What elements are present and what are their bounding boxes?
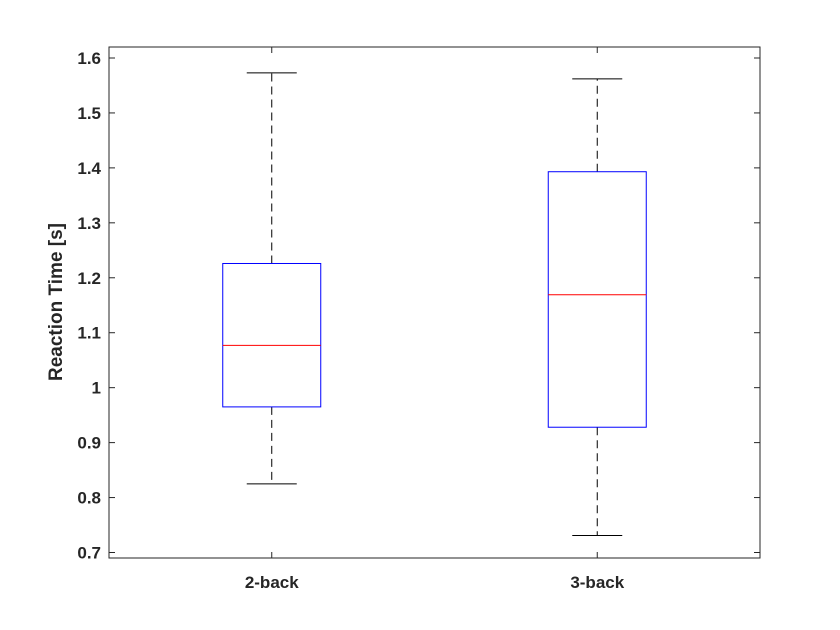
y-tick-label: 1.6 [77, 49, 101, 68]
y-tick-label: 1 [92, 379, 101, 398]
iqr-box [547, 171, 647, 428]
y-tick-label: 0.8 [77, 489, 101, 508]
plot-area [108, 46, 761, 559]
y-tick-label: 0.9 [77, 434, 101, 453]
box-3-back [547, 78, 647, 536]
y-axis-ticks: 0.7 0.8 0.9 1 1.1 1.2 1.3 1.4 1.5 1.6 [77, 49, 760, 563]
y-tick-label: 1.5 [77, 104, 101, 123]
iqr-box [222, 262, 322, 408]
y-tick-label: 1.4 [77, 159, 101, 178]
y-tick-label: 1.1 [77, 324, 101, 343]
y-tick-label: 1.2 [77, 269, 101, 288]
y-tick-label: 1.3 [77, 214, 101, 233]
y-tick-label: 0.7 [77, 544, 101, 563]
x-tick-label: 3-back [570, 573, 624, 592]
boxes [222, 72, 647, 536]
y-axis-label: Reaction Time [s] [46, 223, 67, 381]
x-tick-label: 2-back [245, 573, 299, 592]
box-2-back [222, 72, 322, 485]
x-axis-ticks: 2-back 3-back [245, 47, 625, 592]
